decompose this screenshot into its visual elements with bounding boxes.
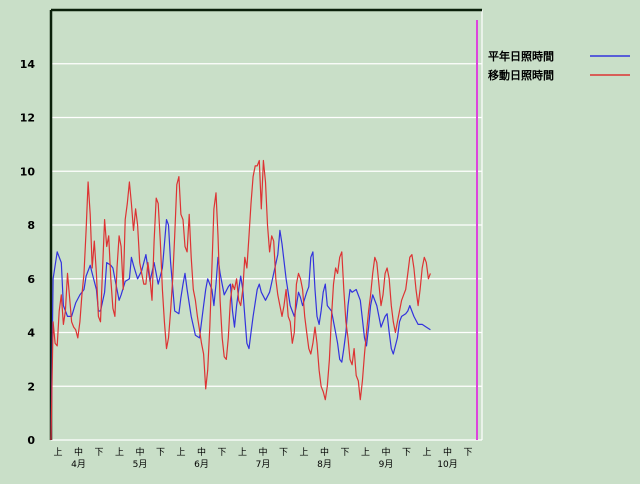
y-tick-label: 8 — [27, 219, 35, 232]
x-tick-label-third: 下 — [217, 448, 226, 458]
x-tick-label-third: 中 — [74, 446, 83, 458]
x-tick-label-month: 5月 — [133, 459, 148, 470]
x-tick-label-third: 上 — [422, 447, 431, 458]
x-tick-label-third: 上 — [299, 447, 308, 458]
legend-label: 移動日照時間 — [488, 68, 554, 82]
x-tick-label-third: 中 — [197, 446, 206, 458]
x-tick-label-third: 中 — [381, 446, 390, 458]
y-tick-label: 12 — [20, 112, 35, 125]
x-tick-label-third: 上 — [176, 447, 185, 458]
x-tick-label-third: 上 — [53, 447, 62, 458]
y-tick-label: 14 — [20, 58, 36, 71]
series-lines — [50, 159, 431, 441]
series-line-normal-sunshine — [50, 219, 431, 441]
series-line-moving-sunshine — [50, 159, 431, 441]
x-tick-label-third: 中 — [443, 446, 452, 458]
x-tick-label-third: 下 — [340, 448, 349, 458]
x-tick-label-third: 下 — [279, 448, 288, 458]
y-axis-tick-labels: 0 2 4 6 8 10 12 14 — [20, 58, 36, 447]
x-tick-label-third: 下 — [463, 448, 472, 458]
x-tick-label-third: 中 — [135, 446, 144, 458]
y-tick-label: 4 — [27, 327, 35, 340]
x-tick-label-third: 中 — [320, 446, 329, 458]
x-tick-label-third: 中 — [258, 446, 267, 458]
y-tick-label: 10 — [20, 165, 36, 178]
x-tick-label-month: 4月 — [71, 459, 86, 470]
x-tick-label-month: 7月 — [256, 459, 271, 470]
x-tick-label-month: 8月 — [317, 459, 332, 470]
x-tick-label-third: 下 — [94, 448, 103, 458]
x-tick-label-month: 10月 — [437, 459, 457, 470]
y-tick-label: 0 — [27, 434, 35, 447]
x-tick-label-third: 下 — [156, 448, 165, 458]
x-tick-label-month: 9月 — [379, 459, 394, 470]
x-tick-label-third: 上 — [361, 447, 370, 458]
x-tick-label-third: 下 — [402, 448, 411, 458]
x-tick-label-month: 6月 — [194, 459, 209, 470]
y-tick-label: 6 — [27, 273, 35, 286]
x-tick-label-third: 上 — [238, 447, 247, 458]
legend-label: 平年日照時間 — [488, 49, 554, 63]
plot-frame — [49, 8, 483, 441]
x-tick-label-third: 上 — [115, 447, 124, 458]
y-tick-label: 2 — [27, 380, 35, 393]
x-axis-tick-labels: 上中下上中下上中下上中下上中下上中下上中下4月 5月 6月 7月 8月 9月 10月 — [53, 446, 472, 470]
